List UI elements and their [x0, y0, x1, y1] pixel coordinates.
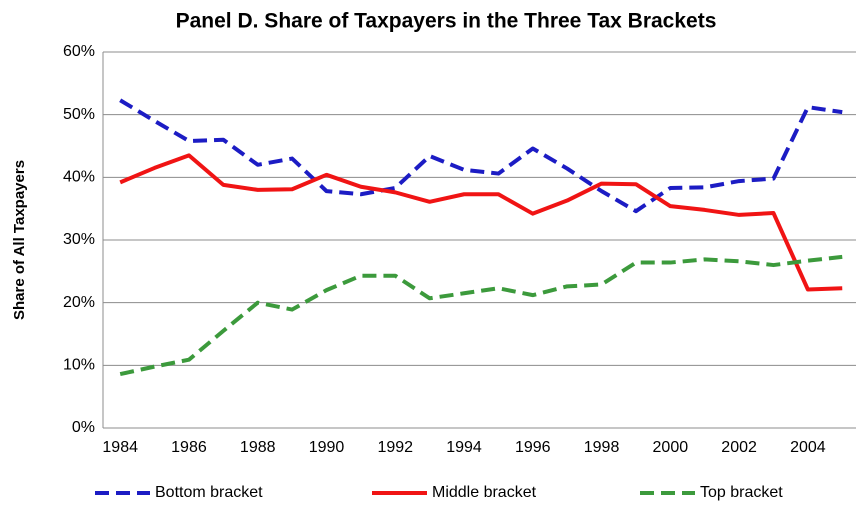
- x-tick-label: 1996: [515, 439, 551, 456]
- legend-label: Middle bracket: [432, 484, 537, 501]
- y-tick-label: 20%: [63, 294, 95, 311]
- series-line: [119, 254, 843, 377]
- y-tick-label: 60%: [63, 43, 95, 60]
- y-tick-label: 40%: [63, 169, 95, 186]
- x-tick-label: 2000: [653, 439, 689, 456]
- x-tick-label: 1988: [240, 439, 276, 456]
- x-tick-label: 2004: [790, 439, 826, 456]
- chart-title: Panel D. Share of Taxpayers in the Three…: [176, 10, 717, 33]
- y-tick-label: 50%: [63, 106, 95, 123]
- legend-label: Top bracket: [700, 484, 783, 501]
- series-line: [119, 153, 843, 292]
- legend-label: Bottom bracket: [155, 484, 263, 501]
- series-line: [119, 98, 843, 214]
- y-tick-label: 30%: [63, 231, 95, 248]
- x-tick-label: 1986: [171, 439, 207, 456]
- x-tick-label: 1984: [102, 439, 138, 456]
- y-tick-label: 10%: [63, 357, 95, 374]
- y-axis-label: Share of All Taxpayers: [11, 160, 28, 320]
- x-tick-label: 2002: [721, 439, 757, 456]
- x-tick-label: 1994: [446, 439, 482, 456]
- x-tick-label: 1990: [309, 439, 345, 456]
- x-tick-label: 1998: [584, 439, 620, 456]
- x-tick-label: 1992: [377, 439, 413, 456]
- y-tick-label: 0%: [72, 419, 95, 436]
